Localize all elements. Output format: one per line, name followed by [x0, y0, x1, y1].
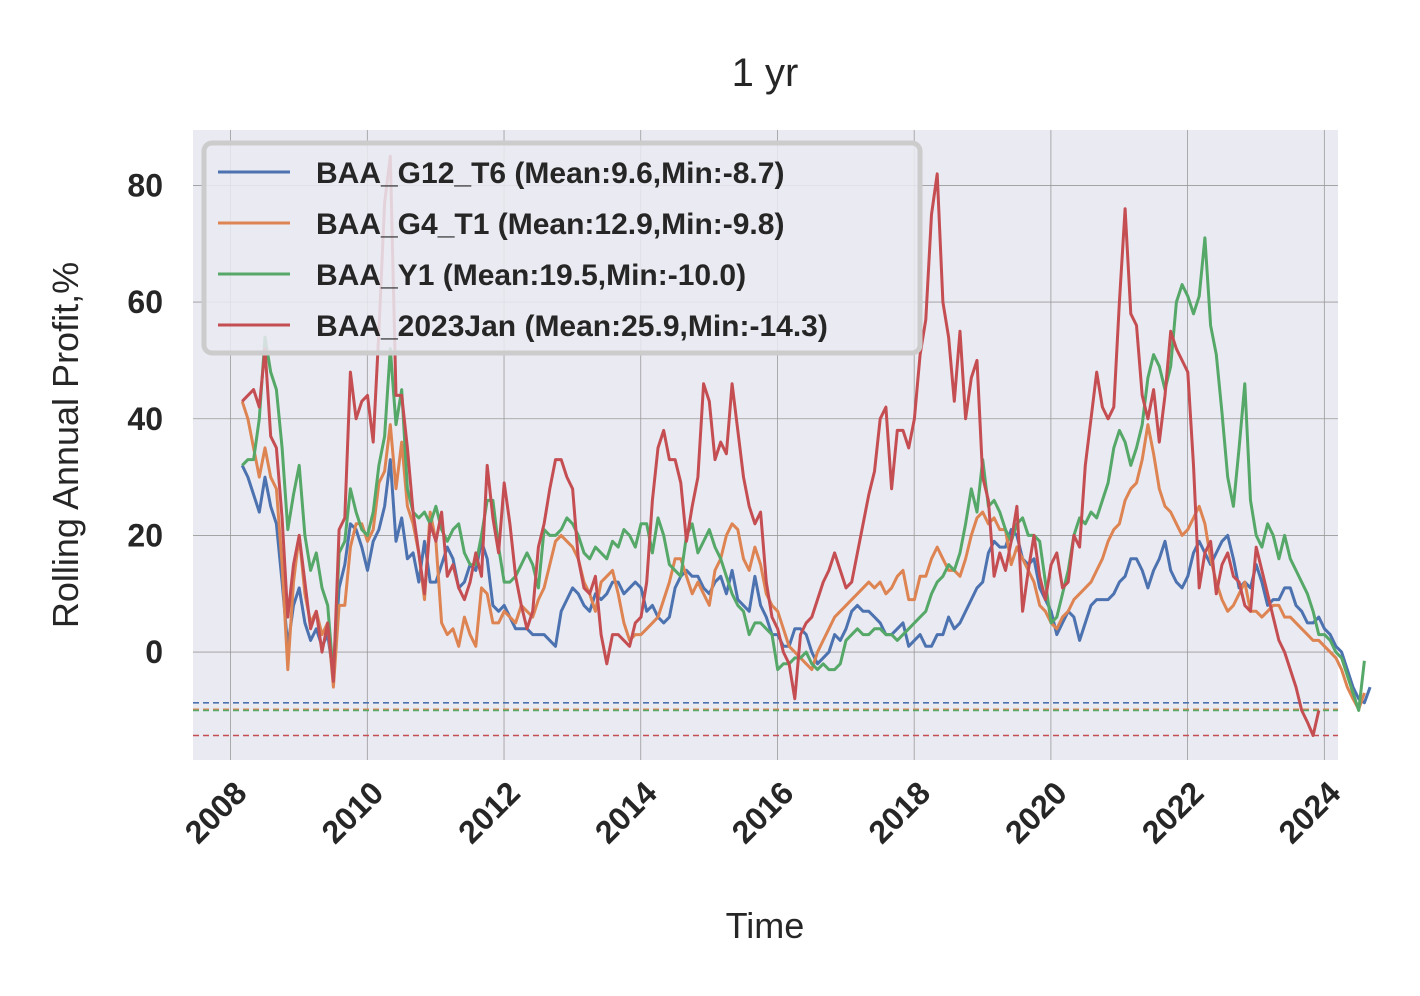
y-axis-label: Rolling Annual Profit,%: [45, 262, 86, 628]
legend-box: [201, 140, 923, 356]
x-tick-label: 2020: [998, 774, 1074, 850]
chart-title: 1 yr: [732, 51, 799, 95]
legend-entry: BAA_Y1 (Mean:19.5,Min:-10.0): [316, 259, 746, 292]
x-tick-label: 2024: [1271, 774, 1347, 850]
y-tick-labels: 0 20 40 60 80: [127, 167, 163, 670]
y-tick-label: 60: [127, 284, 163, 320]
legend-entry: BAA_2023Jan (Mean:25.9,Min:-14.3): [316, 310, 828, 343]
x-tick-label: 2014: [588, 774, 664, 850]
series-line: [240, 458, 1372, 705]
legend-entry: BAA_G4_T1 (Mean:12.9,Min:-9.8): [316, 208, 784, 241]
x-tick-label: 2018: [861, 774, 937, 850]
x-axis-label: Time: [726, 905, 805, 946]
y-tick-label: 40: [127, 401, 163, 437]
x-tick-label: 2022: [1135, 774, 1211, 850]
min-lines: [193, 702, 1338, 737]
series-line: [241, 154, 1321, 737]
series-lines: [240, 154, 1372, 737]
x-tick-label: 2016: [725, 774, 801, 850]
y-tick-label: 0: [145, 634, 163, 670]
y-tick-label: 20: [127, 517, 163, 553]
x-tick-label: 2010: [314, 774, 390, 850]
x-tick-labels: 2008 2010 2012 2014 2016 2018 2020 2022 2024: [178, 774, 1348, 850]
x-tick-label: 2012: [451, 774, 527, 850]
legend: BAA_G12_T6 (Mean:9.6,Min:-8.7) BAA_G4_T1 …: [201, 140, 923, 356]
legend-entry: BAA_G12_T6 (Mean:9.6,Min:-8.7): [316, 157, 784, 190]
x-tick-label: 2008: [178, 774, 254, 850]
y-tick-label: 80: [127, 167, 163, 203]
series-line: [241, 236, 1366, 712]
